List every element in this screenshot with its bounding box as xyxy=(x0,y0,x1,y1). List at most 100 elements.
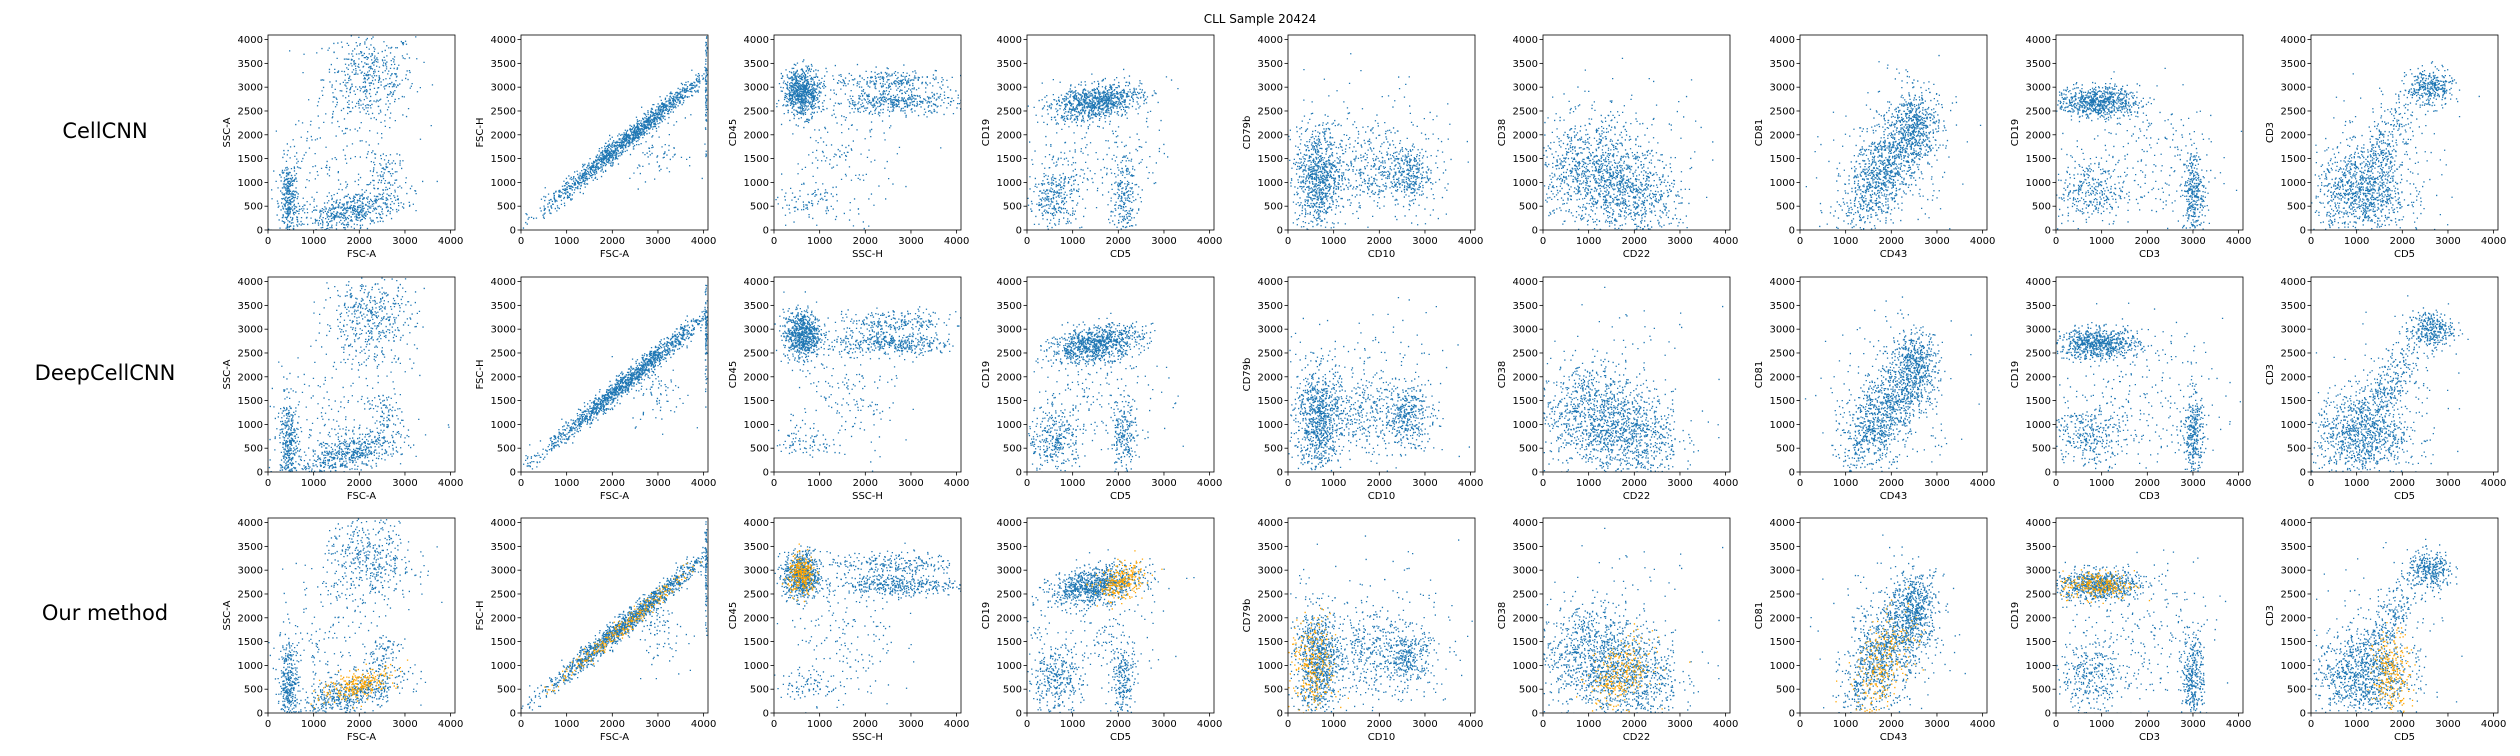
y-tick-label: 500 xyxy=(750,444,769,455)
y-tick-label: 500 xyxy=(1003,685,1022,696)
x-tick-label: 0 xyxy=(1285,719,1291,730)
y-tick-label: 4000 xyxy=(2026,35,2051,46)
y-tick-label: 3000 xyxy=(2026,83,2051,94)
x-tick-label: 4000 xyxy=(1197,719,1222,730)
x-tick-label: 2000 xyxy=(2135,236,2160,247)
y-tick-label: 2500 xyxy=(997,106,1022,117)
x-tick-label: 1000 xyxy=(554,236,579,247)
axes-frame xyxy=(1287,34,1476,231)
panel-r0-c6: 0 1000 2000 3000 4000 0 500 1000 1500 2000 2500 300… xyxy=(1754,34,1995,260)
y-tick-label: 3500 xyxy=(491,301,516,312)
x-tick-label: 1000 xyxy=(1321,719,1346,730)
y-axis-label: CD3 xyxy=(2265,364,2276,385)
y-tick-label: 3500 xyxy=(491,59,516,70)
x-tick-label: 4000 xyxy=(2481,236,2506,247)
panel-r0-c4: 0 1000 2000 3000 4000 0 500 1000 1500 2000 2500 300… xyxy=(1242,34,1483,260)
y-tick-label: 2500 xyxy=(2026,348,2051,359)
x-tick-label: 4000 xyxy=(1713,478,1738,489)
y-tick-label: 3500 xyxy=(744,59,769,70)
y-tick-label: 3000 xyxy=(1770,325,1795,336)
cell-points xyxy=(1027,68,1179,230)
y-tick-label: 500 xyxy=(1519,685,1538,696)
y-tick-label: 1000 xyxy=(744,420,769,431)
x-tick-label: 3000 xyxy=(2435,478,2460,489)
x-tick-label: 1000 xyxy=(2344,719,2369,730)
y-axis-label: CD19 xyxy=(2010,119,2021,146)
y-tick-label: 2000 xyxy=(997,130,1022,141)
y-tick-label: 1000 xyxy=(491,178,516,189)
panel-r0-c3: 0 1000 2000 3000 4000 0 500 1000 1500 2000 2500 300… xyxy=(981,34,1222,260)
x-tick-label: 0 xyxy=(518,236,524,247)
x-axis-label: FSC-A xyxy=(600,491,629,502)
x-tick-label: 2000 xyxy=(2390,719,2415,730)
x-tick-label: 1000 xyxy=(1576,719,1601,730)
x-axis-label: FSC-A xyxy=(600,249,629,260)
y-tick-label: 500 xyxy=(2287,202,2306,213)
y-tick-label: 2000 xyxy=(1513,130,1538,141)
x-tick-label: 2000 xyxy=(853,478,878,489)
y-tick-label: 1500 xyxy=(997,154,1022,165)
x-tick-label: 4000 xyxy=(1458,478,1483,489)
x-tick-label: 2000 xyxy=(347,719,372,730)
x-tick-label: 0 xyxy=(1024,719,1030,730)
y-tick-label: 3500 xyxy=(238,542,263,553)
x-tick-label: 1000 xyxy=(1833,478,1858,489)
x-tick-label: 2000 xyxy=(1622,478,1647,489)
y-tick-label: 500 xyxy=(1264,202,1283,213)
y-tick-label: 2500 xyxy=(997,348,1022,359)
data-points xyxy=(1027,68,1179,230)
x-tick-label: 2000 xyxy=(600,719,625,730)
y-tick-label: 1000 xyxy=(238,178,263,189)
axes-frame xyxy=(2055,276,2244,473)
y-tick-label: 3500 xyxy=(2281,542,2306,553)
plot-area xyxy=(1543,35,1730,230)
y-tick-label: 3500 xyxy=(744,301,769,312)
y-tick-label: 0 xyxy=(763,468,769,479)
axes-frame xyxy=(2055,34,2244,231)
y-tick-label: 3500 xyxy=(1770,542,1795,553)
x-tick-label: 3000 xyxy=(2435,236,2460,247)
y-tick-label: 0 xyxy=(1532,468,1538,479)
x-tick-label: 4000 xyxy=(944,719,969,730)
y-tick-label: 4000 xyxy=(1258,277,1283,288)
x-tick-label: 4000 xyxy=(438,719,463,730)
y-tick-label: 1000 xyxy=(997,178,1022,189)
panel-r2-c3: 0 1000 2000 3000 4000 0 500 1000 1500 2000 2500 300… xyxy=(981,517,1222,743)
y-tick-label: 0 xyxy=(763,709,769,720)
x-tick-label: 4000 xyxy=(1713,236,1738,247)
data-points xyxy=(521,521,708,711)
y-tick-label: 2500 xyxy=(1513,106,1538,117)
y-tick-label: 1500 xyxy=(2281,637,2306,648)
x-tick-label: 4000 xyxy=(944,236,969,247)
x-tick-label: 1000 xyxy=(2089,719,2114,730)
x-axis-label: CD43 xyxy=(1880,732,1907,743)
y-tick-label: 3500 xyxy=(238,301,263,312)
y-tick-label: 0 xyxy=(1277,709,1283,720)
axes-frame xyxy=(1799,34,1988,231)
y-axis-label: CD45 xyxy=(728,361,739,388)
data-points xyxy=(1288,297,1470,472)
x-axis-label: CD5 xyxy=(1110,491,1131,502)
x-axis-label: CD5 xyxy=(1110,249,1131,260)
panel-r0-c8: 0 1000 2000 3000 4000 0 500 1000 1500 2000 2500 300… xyxy=(2265,34,2506,260)
x-axis-label: FSC-A xyxy=(347,491,376,502)
y-tick-label: 2000 xyxy=(1770,372,1795,383)
x-tick-label: 2000 xyxy=(2390,478,2415,489)
x-axis-label: CD5 xyxy=(2394,249,2415,260)
y-tick-label: 1000 xyxy=(744,178,769,189)
y-tick-label: 1000 xyxy=(744,661,769,672)
y-tick-label: 3000 xyxy=(997,83,1022,94)
y-tick-label: 1500 xyxy=(1770,637,1795,648)
x-axis-label: CD22 xyxy=(1623,491,1650,502)
y-axis-label: CD81 xyxy=(1754,361,1765,388)
plot-area xyxy=(774,277,961,472)
data-points xyxy=(2056,549,2229,713)
x-tick-label: 2000 xyxy=(1622,236,1647,247)
data-points xyxy=(1028,312,1184,472)
y-tick-label: 3500 xyxy=(1258,542,1283,553)
x-tick-label: 0 xyxy=(771,236,777,247)
x-tick-label: 3000 xyxy=(392,236,417,247)
y-tick-label: 2500 xyxy=(744,348,769,359)
selected-cell-points xyxy=(2060,569,2151,604)
x-tick-label: 0 xyxy=(771,719,777,730)
